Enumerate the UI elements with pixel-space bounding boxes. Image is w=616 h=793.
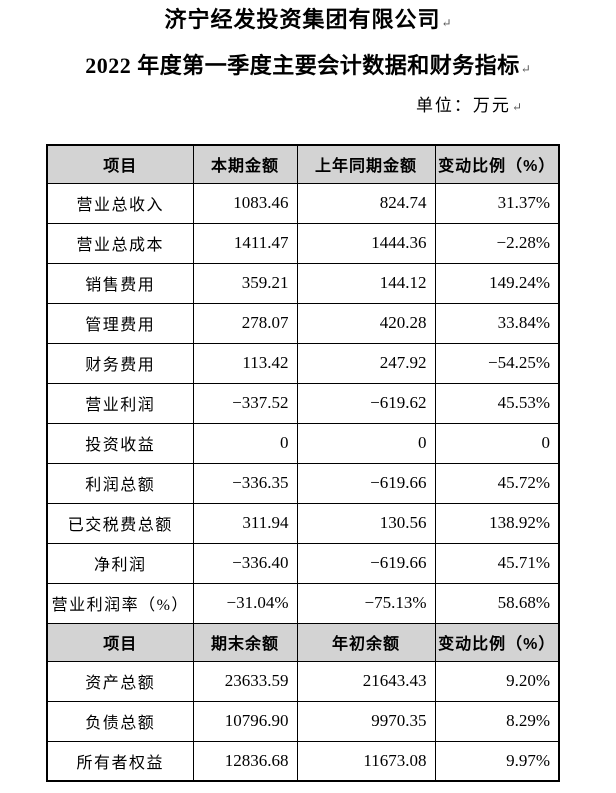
table-row: 营业总成本 1411.47 1444.36 −2.28% [46, 222, 560, 264]
value-cell: 1083.46 [192, 182, 298, 224]
table-row: 已交税费总额 311.94 130.56 138.92% [46, 502, 560, 544]
table-row: 负债总额 10796.90 9970.35 8.29% [46, 700, 560, 742]
value-cell: 21643.43 [296, 660, 436, 702]
value-cell: 311.94 [192, 502, 298, 544]
value-cell: 824.74 [296, 182, 436, 224]
table-row: 所有者权益 12836.68 11673.08 9.97% [46, 740, 560, 782]
row-label-cell: 资产总额 [46, 660, 194, 702]
value-cell: −619.62 [296, 382, 436, 424]
value-cell: 149.24% [434, 262, 560, 304]
value-cell: −336.35 [192, 462, 298, 504]
value-cell: 58.68% [434, 582, 560, 624]
row-label-cell: 管理费用 [46, 302, 194, 344]
company-title-text: 济宁经发投资集团有限公司 [164, 7, 441, 32]
unit-label-text: 单位：万元 [415, 96, 511, 115]
header-cell: 变动比例（%） [434, 144, 560, 184]
value-cell: −619.66 [296, 542, 436, 584]
value-cell: 9.97% [434, 740, 560, 782]
value-cell: 247.92 [296, 342, 436, 384]
value-cell: 8.29% [434, 700, 560, 742]
value-cell: 130.56 [296, 502, 436, 544]
table-row: 销售费用 359.21 144.12 149.24% [46, 262, 560, 304]
value-cell: 113.42 [192, 342, 298, 384]
value-cell: 278.07 [192, 302, 298, 344]
value-cell: 23633.59 [192, 660, 298, 702]
balance-indicators-header-row: 项目 期末余额 年初余额 变动比例（%） [46, 622, 560, 662]
header-cell: 变动比例（%） [434, 622, 560, 662]
table-row: 管理费用 278.07 420.28 33.84% [46, 302, 560, 344]
value-cell: 11673.08 [296, 740, 436, 782]
report-title: 2022 年度第一季度主要会计数据和财务指标↵ [0, 51, 616, 84]
row-label-cell: 投资收益 [46, 422, 194, 464]
table-row: 营业总收入 1083.46 824.74 31.37% [46, 182, 560, 224]
financial-indicators-table: 项目 本期金额 上年同期金额 变动比例（%） 营业总收入 1083.46 824.74 31.… [46, 144, 560, 782]
value-cell: −54.25% [434, 342, 560, 384]
table-row: 营业利润 −337.52 −619.62 45.53% [46, 382, 560, 424]
report-title-text: 2022 年度第一季度主要会计数据和财务指标 [85, 53, 520, 78]
row-label-cell: 利润总额 [46, 462, 194, 504]
table-row: 财务费用 113.42 247.92 −54.25% [46, 342, 560, 384]
header-cell: 项目 [46, 622, 194, 662]
value-cell: 359.21 [192, 262, 298, 304]
value-cell: 0 [192, 422, 298, 464]
value-cell: 10796.90 [192, 700, 298, 742]
table-row: 投资收益 0 0 0 [46, 422, 560, 464]
row-label-cell: 营业总收入 [46, 182, 194, 224]
value-cell: 0 [296, 422, 436, 464]
unit-label: 单位：万元↵ [0, 95, 616, 118]
paragraph-mark-icon: ↵ [511, 100, 522, 114]
value-cell: 45.72% [434, 462, 560, 504]
value-cell: −336.40 [192, 542, 298, 584]
value-cell: −619.66 [296, 462, 436, 504]
value-cell: 9.20% [434, 660, 560, 702]
paragraph-mark-icon: ↵ [441, 16, 452, 30]
value-cell: −2.28% [434, 222, 560, 264]
value-cell: 9970.35 [296, 700, 436, 742]
header-cell: 上年同期金额 [296, 144, 436, 184]
value-cell: 1444.36 [296, 222, 436, 264]
row-label-cell: 销售费用 [46, 262, 194, 304]
value-cell: 420.28 [296, 302, 436, 344]
value-cell: 12836.68 [192, 740, 298, 782]
row-label-cell: 所有者权益 [46, 740, 194, 782]
header-cell: 年初余额 [296, 622, 436, 662]
row-label-cell: 财务费用 [46, 342, 194, 384]
header-cell: 本期金额 [192, 144, 298, 184]
row-label-cell: 营业利润 [46, 382, 194, 424]
value-cell: 31.37% [434, 182, 560, 224]
value-cell: 45.53% [434, 382, 560, 424]
value-cell: −31.04% [192, 582, 298, 624]
table-row: 净利润 −336.40 −619.66 45.71% [46, 542, 560, 584]
value-cell: 1411.47 [192, 222, 298, 264]
header-cell: 期末余额 [192, 622, 298, 662]
row-label-cell: 营业总成本 [46, 222, 194, 264]
row-label-cell: 营业利润率（%） [46, 582, 194, 624]
table-row: 资产总额 23633.59 21643.43 9.20% [46, 660, 560, 702]
company-title: 济宁经发投资集团有限公司↵ [0, 0, 616, 38]
paragraph-mark-icon: ↵ [520, 62, 531, 76]
value-cell: 138.92% [434, 502, 560, 544]
value-cell: 0 [434, 422, 560, 464]
value-cell: −75.13% [296, 582, 436, 624]
value-cell: −337.52 [192, 382, 298, 424]
row-label-cell: 净利润 [46, 542, 194, 584]
header-cell: 项目 [46, 144, 194, 184]
value-cell: 144.12 [296, 262, 436, 304]
table-row: 利润总额 −336.35 −619.66 45.72% [46, 462, 560, 504]
row-label-cell: 已交税费总额 [46, 502, 194, 544]
row-label-cell: 负债总额 [46, 700, 194, 742]
quarter-indicators-header-row: 项目 本期金额 上年同期金额 变动比例（%） [46, 144, 560, 184]
value-cell: 45.71% [434, 542, 560, 584]
value-cell: 33.84% [434, 302, 560, 344]
table-row: 营业利润率（%） −31.04% −75.13% 58.68% [46, 582, 560, 624]
